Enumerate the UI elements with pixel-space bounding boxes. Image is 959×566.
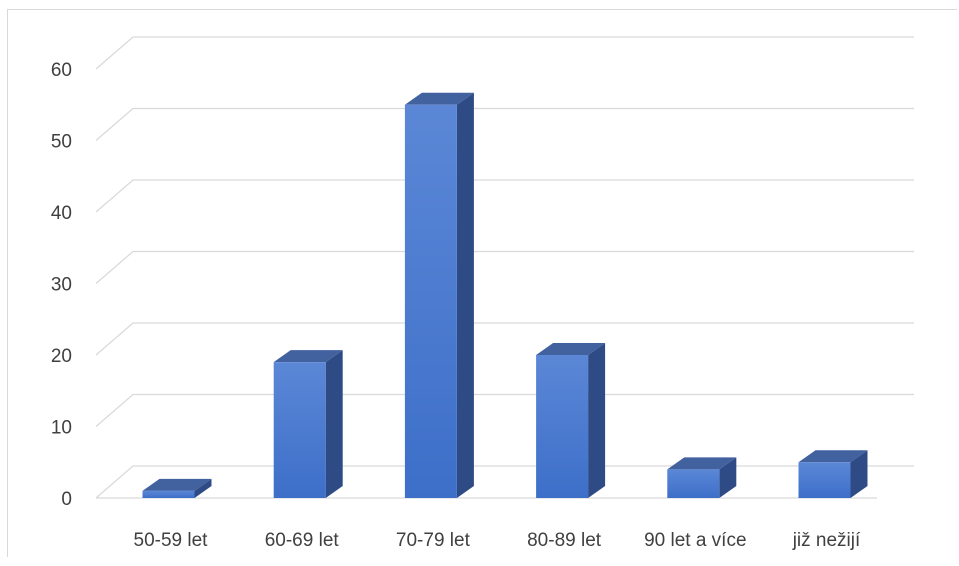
gridline-10 xyxy=(95,393,914,427)
x-axis-tick-labels: 50-59 let 60-69 let 70-79 let 80-89 let 90 l… xyxy=(134,530,861,551)
bar-80-89 let xyxy=(536,343,606,498)
bar-side-face xyxy=(850,450,868,498)
bar-front-face xyxy=(536,355,589,498)
x-tick-label: 50-59 let xyxy=(134,530,209,551)
y-tick-label: 50 xyxy=(51,132,72,153)
bar-top-face xyxy=(273,350,343,363)
x-tick-label: 90 let a více xyxy=(644,530,746,551)
bars xyxy=(142,92,868,498)
x-tick-label: 80-89 let xyxy=(527,530,602,551)
bar-side-face xyxy=(719,457,737,498)
x-tick-label: již nežijí xyxy=(792,530,861,551)
gridline-50 xyxy=(95,107,914,141)
bar-top-face xyxy=(142,478,212,491)
gridline-60 xyxy=(95,36,914,70)
bar-front-face xyxy=(404,104,457,498)
y-tick-label: 10 xyxy=(51,418,72,439)
bar-side-face xyxy=(456,92,474,498)
bar-90 let a více xyxy=(667,457,737,498)
bar-top-face xyxy=(798,450,868,463)
bar-side-face xyxy=(588,343,606,498)
bar-front-face xyxy=(142,490,195,498)
gridline-40 xyxy=(95,179,914,213)
y-tick-label: 0 xyxy=(61,489,72,510)
x-tick-label: 70-79 let xyxy=(396,530,471,551)
y-tick-label: 60 xyxy=(51,60,72,81)
bar-top-face xyxy=(667,457,737,470)
gridline-20 xyxy=(95,322,914,356)
bar-top-face xyxy=(536,343,606,355)
bar-již nežijí xyxy=(798,450,868,498)
bar-front-face xyxy=(667,469,720,498)
bar-front-face xyxy=(798,462,851,498)
y-tick-label: 40 xyxy=(51,203,72,224)
bar-70-79 let xyxy=(404,92,474,498)
chart-frame xyxy=(7,9,957,557)
y-tick-label: 30 xyxy=(51,275,72,296)
y-axis-tick-labels: 0 10 20 30 40 50 60 xyxy=(51,60,72,510)
gridline-30 xyxy=(95,250,914,284)
bar-side-face xyxy=(194,478,212,498)
bar-60-69 let xyxy=(273,350,343,498)
bar-front-face xyxy=(273,362,326,498)
gridlines xyxy=(95,36,914,499)
bar-top-face xyxy=(404,92,474,105)
bar-50-59 let xyxy=(142,478,212,498)
bar-side-face xyxy=(325,350,343,498)
x-tick-label: 60-69 let xyxy=(265,530,340,551)
gridline-0 xyxy=(95,465,914,499)
y-tick-label: 20 xyxy=(51,346,72,367)
